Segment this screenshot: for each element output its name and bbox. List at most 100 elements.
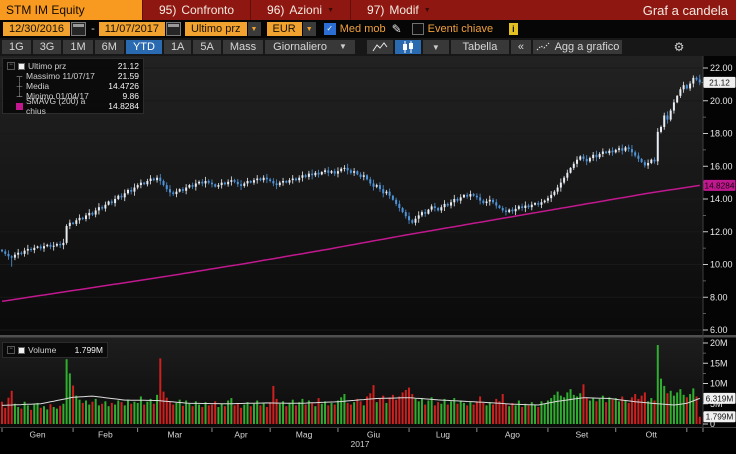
svg-text:18.00: 18.00 [710, 129, 733, 139]
collapse-icon[interactable]: − [7, 62, 15, 70]
svg-text:12.00: 12.00 [710, 227, 733, 237]
chevron-down-icon[interactable]: ▼ [302, 22, 316, 36]
legend-row-mean: ┼ Media 14.4726 [7, 81, 139, 91]
legend-value: 21.59 [117, 71, 139, 81]
legend-value: 14.4726 [108, 81, 139, 91]
range-button-1m[interactable]: 1M [63, 40, 93, 54]
svg-text:16.00: 16.00 [710, 161, 733, 171]
svg-text:Giu: Giu [367, 430, 381, 440]
add-to-chart-button[interactable]: Agg a grafico [533, 40, 622, 54]
candle-chart-button[interactable] [394, 40, 421, 54]
line-chart-icon [372, 42, 388, 52]
date-to-field[interactable]: 11/07/2017 [98, 22, 165, 36]
svg-text:22.00: 22.00 [710, 63, 733, 73]
range-button-6m[interactable]: 6M [94, 40, 124, 54]
menu-modif[interactable]: 97) Modif ▼ [350, 0, 447, 20]
legend-value: 21.12 [117, 61, 139, 71]
info-icon[interactable]: i [509, 23, 518, 35]
legend-label: SMAVG (200) a chius [26, 96, 86, 116]
high-marker-icon: ┬ [16, 71, 23, 81]
svg-text:Mar: Mar [168, 430, 183, 440]
chart-type-dropdown[interactable]: ▼ [422, 40, 449, 54]
collapse-icon[interactable]: − [7, 346, 15, 354]
table-button[interactable]: Tabella [450, 40, 509, 54]
line-chart-button[interactable] [366, 40, 393, 54]
menu-confronto[interactable]: 95) Confronto [142, 0, 250, 20]
med-mob-label: Med mob [339, 23, 386, 35]
med-mob-checkbox[interactable] [323, 23, 336, 35]
legend-label: Media [26, 81, 50, 91]
svg-text:6.319M: 6.319M [706, 393, 734, 403]
legend-value: 14.8284 [108, 101, 139, 111]
svg-text:1.799M: 1.799M [706, 412, 734, 422]
range-button-mass[interactable]: Mass [222, 40, 264, 54]
legend-value: 9.86 [122, 91, 139, 101]
menu-azioni[interactable]: 96) Azioni ▼ [250, 0, 350, 20]
svg-text:Set: Set [575, 430, 588, 440]
mini-chart-icon [536, 42, 549, 51]
svg-text:2017: 2017 [351, 439, 370, 449]
legend-row-volume: − Volume 1.799M [7, 345, 103, 355]
ticker-field[interactable]: STM IM Equity [0, 0, 142, 20]
chevron-down-icon: ▼ [423, 7, 431, 14]
svg-text:20.00: 20.00 [710, 96, 733, 106]
frequency-dropdown[interactable]: Giornaliero ▼ [265, 40, 355, 54]
eventi-chiave-checkbox[interactable] [411, 23, 424, 35]
calendar-icon[interactable] [71, 22, 87, 36]
svg-text:Lug: Lug [436, 430, 450, 440]
legend-row-low: ┴ Minimo 01/04/17 9.86 [7, 91, 139, 101]
settings-button[interactable]: ⚙ [624, 40, 734, 54]
range-button-1a[interactable]: 1A [163, 40, 192, 54]
candlestick-icon [402, 41, 413, 53]
price-legend[interactable]: − Ultimo prz 21.12 ┬ Massimo 11/07/17 21… [2, 58, 144, 116]
legend-label: Volume [28, 345, 57, 355]
smavg-marker-icon [16, 102, 23, 110]
menu-confronto-number: 95) [159, 3, 177, 17]
svg-text:Gen: Gen [29, 430, 45, 440]
svg-text:21.12: 21.12 [709, 77, 730, 87]
range-button-5a[interactable]: 5A [193, 40, 221, 54]
chevron-down-icon: ▼ [327, 7, 335, 14]
chart-area[interactable]: 22.00 20.00 18.00 16.00 14.00 12.00 10.00 8.00 6… [0, 56, 736, 449]
svg-text:8.00: 8.00 [710, 292, 728, 302]
svg-text:Ago: Ago [505, 430, 520, 440]
collapse-panel-button[interactable]: « [510, 40, 532, 54]
svg-text:15M: 15M [710, 358, 728, 368]
legend-row-high: ┬ Massimo 11/07/17 21.59 [7, 71, 139, 81]
gear-icon: ⚙ [673, 40, 685, 54]
low-marker-icon: ┴ [16, 91, 23, 101]
svg-text:Ott: Ott [646, 430, 658, 440]
price-field-select[interactable]: Ultimo prz [184, 22, 247, 36]
title-bar: STM IM Equity 95) Confronto 96) Azioni ▼… [0, 0, 736, 20]
price-volume-chart[interactable]: 22.00 20.00 18.00 16.00 14.00 12.00 10.00 8.00 6… [0, 56, 736, 449]
last-price-marker-icon [18, 62, 25, 70]
legend-label: Massimo 11/07/17 [26, 71, 95, 81]
menu-modif-number: 97) [367, 3, 385, 17]
calendar-icon[interactable] [165, 22, 181, 36]
menu-confronto-label: Confronto [181, 3, 235, 17]
svg-text:10.00: 10.00 [710, 260, 733, 270]
svg-text:0: 0 [710, 419, 715, 429]
legend-row-last: − Ultimo prz 21.12 [7, 61, 139, 71]
range-button-3g[interactable]: 3G [32, 40, 62, 54]
svg-text:14.8284: 14.8284 [705, 180, 735, 190]
menu-modif-label: Modif [389, 3, 419, 17]
frequency-label: Giornaliero [273, 41, 327, 53]
legend-value: 1.799M [74, 345, 103, 355]
svg-text:10M: 10M [710, 379, 728, 389]
view-title: Graf a candela [642, 2, 728, 18]
chevron-down-icon[interactable]: ▼ [247, 22, 261, 36]
range-button-ytd[interactable]: YTD [125, 40, 162, 54]
eventi-chiave-label: Eventi chiave [427, 23, 494, 35]
range-button-1g[interactable]: 1G [2, 40, 31, 54]
currency-select[interactable]: EUR [266, 22, 302, 36]
svg-text:20M: 20M [710, 338, 728, 348]
chevron-down-icon: ▼ [338, 42, 347, 51]
legend-row-smavg: SMAVG (200) a chius 14.8284 [7, 96, 139, 116]
pencil-icon[interactable]: ✎ [391, 22, 402, 36]
svg-text:6.00: 6.00 [710, 325, 728, 335]
volume-legend[interactable]: − Volume 1.799M [2, 342, 108, 358]
date-from-field[interactable]: 12/30/2016 [3, 22, 71, 36]
chevron-down-icon: ▼ [431, 42, 440, 52]
